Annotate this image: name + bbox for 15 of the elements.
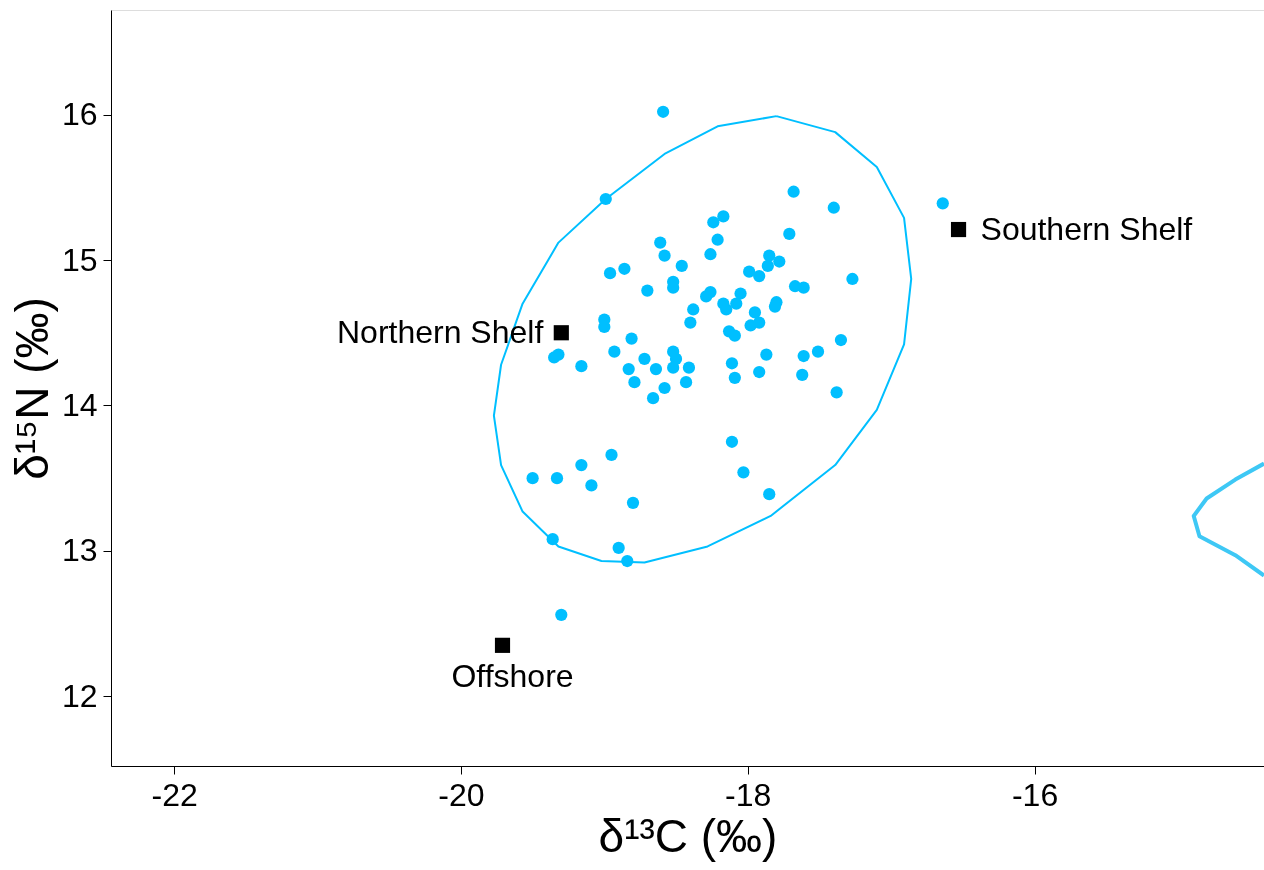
point xyxy=(494,637,511,653)
x-tick-label: -22 xyxy=(151,776,198,813)
x-tick-label: -20 xyxy=(438,776,485,813)
annotation: Offshore xyxy=(451,658,574,695)
x-tick-label: -16 xyxy=(1011,776,1059,813)
y-tick-label: 12 xyxy=(61,677,98,714)
y-tick-label: 13 xyxy=(61,532,98,569)
y-tick-label: 14 xyxy=(61,386,98,423)
point xyxy=(553,325,569,341)
y-axis-title: δ¹⁵N (‰) xyxy=(5,297,58,480)
line-series xyxy=(1191,461,1264,578)
annotation: Southern Shelf xyxy=(980,210,1193,247)
point xyxy=(950,221,967,238)
y-tick-label: 15 xyxy=(61,241,98,278)
y-tick-label: 16 xyxy=(61,96,98,133)
